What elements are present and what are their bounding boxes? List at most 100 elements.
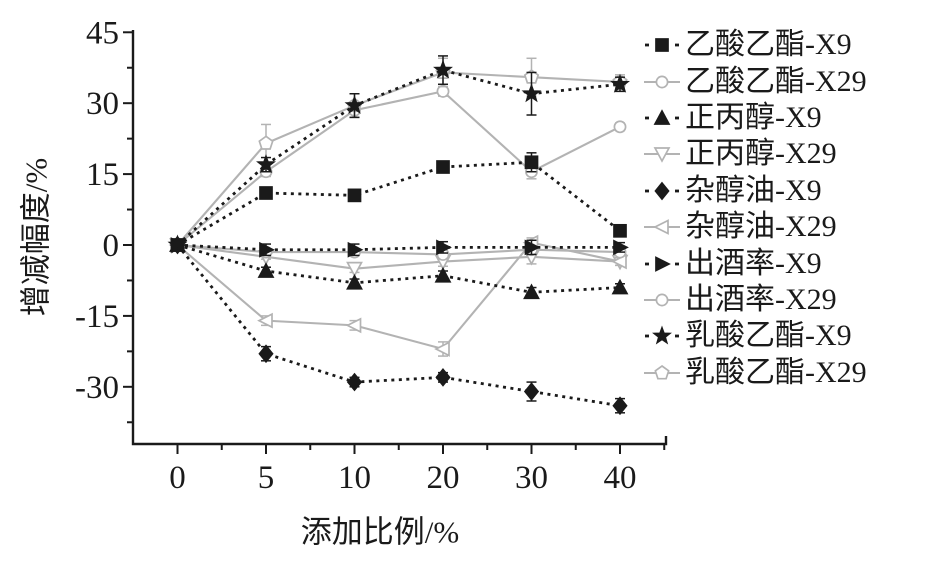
legend-item-8: 乳酸乙酯-X9 xyxy=(644,318,867,354)
legend-item-0: 乙酸乙酯-X9 xyxy=(644,27,867,63)
series-9 xyxy=(169,57,628,252)
star-marker xyxy=(167,234,188,254)
tick-labels: 45 30 15 0 -15 -30 0 5 10 20 30 40 xyxy=(75,15,637,496)
axis-ticks xyxy=(123,31,666,454)
series-line xyxy=(176,71,621,246)
triangle-up-marker xyxy=(434,266,452,283)
pentagon-marker xyxy=(258,135,274,150)
diamond-marker xyxy=(435,368,451,387)
star-marker xyxy=(344,95,365,115)
series-1 xyxy=(171,84,627,252)
series-6 xyxy=(170,237,629,258)
legend-marker-glyph xyxy=(654,364,670,380)
legend-label: 杂醇油-X9 xyxy=(685,173,822,207)
legend-label: 杂醇油-X29 xyxy=(685,210,837,244)
x-tick-label: 5 xyxy=(258,460,275,496)
series-line xyxy=(176,90,621,246)
legend-marker-glyph xyxy=(655,293,669,307)
legend-marker-glyph xyxy=(653,109,671,125)
legend-item-7: 出酒率-X29 xyxy=(644,282,867,318)
x-tick-label: 10 xyxy=(338,460,371,496)
legend-marker-glyph xyxy=(652,325,672,345)
series-markers xyxy=(169,236,629,300)
series-line xyxy=(176,68,621,247)
y-tick-label: -15 xyxy=(75,299,119,335)
diamond-marker xyxy=(612,396,628,416)
star-marker xyxy=(433,59,453,79)
circle-marker xyxy=(613,120,627,134)
series-5 xyxy=(168,234,627,357)
triangle-up-marker xyxy=(257,262,275,278)
star-marker xyxy=(521,83,542,103)
legend-item-4: 杂醇油-X9 xyxy=(644,173,867,209)
legend-marker-diamond xyxy=(645,181,679,201)
x-tick-label: 30 xyxy=(515,460,548,496)
legend-item-5: 杂醇油-X29 xyxy=(644,209,867,245)
y-axis-title: 增减幅度/% xyxy=(18,157,54,317)
legend-marker-circle xyxy=(644,293,680,307)
legend-marker-triangle-right xyxy=(645,255,679,272)
legend-marker-glyph xyxy=(655,38,669,53)
triangle-right-marker xyxy=(259,241,275,258)
series-line xyxy=(176,241,621,351)
legend-marker-glyph xyxy=(653,219,669,236)
series-4 xyxy=(169,235,628,416)
legend-marker-triangle-down xyxy=(644,147,680,164)
diamond-marker xyxy=(258,344,274,364)
y-tick-label: 0 xyxy=(103,228,120,264)
series-2 xyxy=(169,236,629,300)
legend-label: 正丙醇-X29 xyxy=(685,137,837,171)
legend-label: 乙酸乙酯-X9 xyxy=(685,28,852,62)
triangle-up-marker xyxy=(523,283,540,300)
x-tick-label: 20 xyxy=(427,460,460,496)
legend-marker-glyph xyxy=(654,181,670,201)
series-0 xyxy=(170,152,627,252)
legend-label: 出酒率-X9 xyxy=(685,246,822,280)
legend: 乙酸乙酯-X9 乙酸乙酯-X29 正丙醇-X9 正丙醇-X29 杂醇油-X9 杂醇油-X2… xyxy=(644,27,867,391)
y-tick-label: 15 xyxy=(86,157,119,193)
legend-marker-glyph xyxy=(655,75,669,89)
legend-label: 出酒率-X29 xyxy=(685,282,837,316)
axes xyxy=(131,30,668,446)
series-line xyxy=(177,243,621,294)
legend-item-2: 正丙醇-X9 xyxy=(644,100,867,136)
triangle-up-marker xyxy=(611,278,629,295)
triangle-up-marker xyxy=(346,274,363,290)
y-tick-label: 30 xyxy=(86,86,119,122)
diamond-marker xyxy=(346,372,363,392)
series-markers xyxy=(171,84,627,252)
x-tick-label: 40 xyxy=(604,460,637,496)
triangle-left-marker xyxy=(257,312,273,329)
series-line xyxy=(177,243,620,252)
circle-marker xyxy=(436,84,450,98)
legend-marker-triangle-left xyxy=(644,219,680,236)
series-8 xyxy=(167,55,630,254)
axis-spines xyxy=(131,30,668,446)
triangle-right-marker xyxy=(347,241,364,258)
square-marker xyxy=(259,186,273,200)
triangle-right-marker xyxy=(524,239,541,256)
legend-item-9: 乳酸乙酯-X29 xyxy=(644,355,867,391)
series-markers xyxy=(170,155,627,252)
star-marker xyxy=(610,73,630,93)
legend-marker-glyph xyxy=(653,147,671,164)
series-markers xyxy=(169,235,628,416)
legend-marker-pentagon xyxy=(644,364,680,380)
legend-marker-square xyxy=(645,38,679,53)
y-tick-label: 45 xyxy=(86,15,119,51)
series-line xyxy=(177,243,621,256)
triangle-left-marker xyxy=(345,317,362,334)
diamond-marker xyxy=(523,382,540,401)
legend-item-6: 出酒率-X9 xyxy=(644,245,867,281)
legend-item-1: 乙酸乙酯-X29 xyxy=(644,63,867,99)
x-tick-label: 0 xyxy=(169,460,186,496)
series-line xyxy=(176,244,621,408)
legend-marker-triangle-up xyxy=(645,109,679,125)
series-line xyxy=(177,243,621,270)
triangle-right-marker xyxy=(613,239,629,256)
legend-label: 乙酸乙酯-X29 xyxy=(685,64,867,98)
x-axis-title: 添加比例/% xyxy=(300,514,460,550)
square-marker xyxy=(613,223,627,238)
